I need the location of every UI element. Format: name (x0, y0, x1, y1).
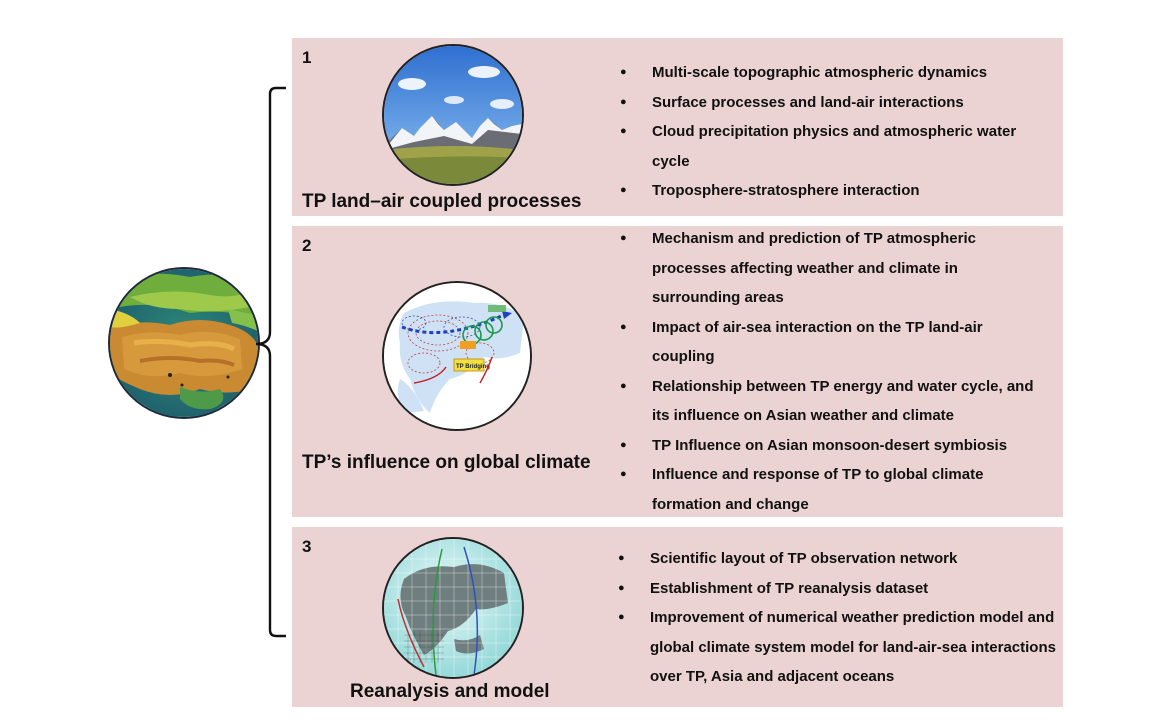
tibetan-plateau-globe-image (108, 267, 260, 419)
list-item: Influence and response of TP to global c… (620, 460, 1040, 519)
asia-circulation-map-image: TP Bridging (382, 281, 532, 431)
list-item: TP Influence on Asian monsoon-desert sym… (620, 431, 1040, 461)
curly-bracket (255, 86, 286, 638)
panel-title: TP land–air coupled processes (302, 191, 582, 212)
panel-title: Reanalysis and model (350, 681, 550, 702)
bullet-list: Mechanism and prediction of TP atmospher… (620, 224, 1040, 519)
panel-reanalysis-and-model: 3 Reanalysis and model (292, 527, 1063, 707)
bullet-list: Scientific layout of TP observation netw… (618, 544, 1056, 692)
list-item: Multi-scale topographic atmospheric dyna… (620, 58, 1040, 88)
list-item: Cloud precipitation physics and atmosphe… (620, 117, 1040, 176)
list-item: Establishment of TP reanalysis dataset (618, 574, 1056, 604)
map-label-bridging: TP Bridging (456, 364, 490, 370)
panel-title: TP’s influence on global climate (302, 452, 591, 473)
list-item: Improvement of numerical weather predict… (618, 603, 1056, 692)
list-item: Scientific layout of TP observation netw… (618, 544, 1056, 574)
list-item: Troposphere-stratosphere interaction (620, 176, 1040, 206)
panel-number: 1 (302, 48, 312, 67)
list-item: Relationship between TP energy and water… (620, 372, 1040, 431)
panel-number: 3 (302, 537, 312, 556)
panel-number: 2 (302, 236, 312, 255)
panel-global-climate-influence: 2 TP Bridging (292, 224, 1063, 519)
bullet-list: Multi-scale topographic atmospheric dyna… (620, 58, 1040, 206)
mountain-landscape-image (382, 44, 524, 186)
panel-land-air-coupled-processes: 1 TP land–air coupled processes Multi-sc… (292, 38, 1063, 216)
model-grid-globe-image (382, 537, 524, 679)
list-item: Mechanism and prediction of TP atmospher… (620, 224, 1040, 313)
list-item: Impact of air-sea interaction on the TP … (620, 313, 1040, 372)
list-item: Surface processes and land-air interacti… (620, 88, 1040, 118)
